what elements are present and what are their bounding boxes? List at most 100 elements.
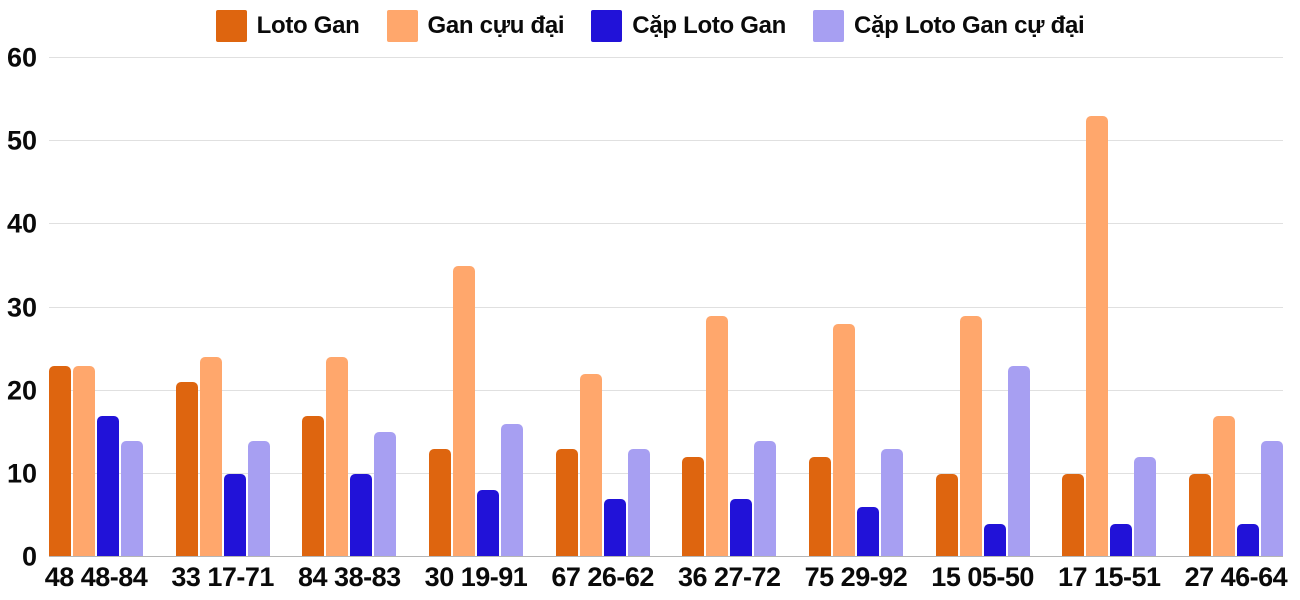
bar-gan-cuu-dai-27-46-64[interactable] [1212, 415, 1235, 557]
x-category-label-15-05-50: 15 05-50 [931, 562, 1034, 592]
gridline-y-30 [49, 306, 1283, 308]
bar-loto-gan-33-17-71[interactable] [175, 382, 198, 557]
bar-cap-loto-gan-cu-dai-67-26-62[interactable] [627, 448, 650, 557]
bar-group-67-26-62 [555, 58, 650, 557]
bar-group-17-15-51 [1062, 58, 1157, 557]
bar-gan-cuu-dai-48-48-84[interactable] [73, 365, 95, 557]
bar-gan-cuu-dai-36-27-72[interactable] [706, 315, 729, 557]
bar-groups [49, 58, 1283, 557]
bar-group-36-27-72 [682, 58, 777, 557]
x-label-slot: 48 48-84 [45, 562, 148, 597]
bar-cap-loto-gan-cu-dai-36-27-72[interactable] [754, 440, 777, 557]
bar-group-27-46-64 [1188, 58, 1283, 557]
bar-loto-gan-17-15-51[interactable] [1062, 473, 1085, 557]
x-category-label-84-38-83: 84 38-83 [298, 562, 401, 592]
y-axis: 0 10 20 30 40 50 60 [0, 44, 37, 570]
bar-gan-cuu-dai-67-26-62[interactable] [579, 374, 602, 557]
bar-cap-loto-gan-75-29-92[interactable] [856, 507, 879, 557]
bar-gan-cuu-dai-30-19-91[interactable] [452, 265, 475, 557]
x-label-slot: 75 29-92 [805, 562, 908, 597]
x-label-slot: 30 19-91 [425, 562, 528, 597]
bar-gan-cuu-dai-33-17-71[interactable] [199, 357, 222, 557]
bar-group-33-17-71 [175, 58, 270, 557]
y-tick-label-10: 10 [6, 458, 37, 489]
bar-cap-loto-gan-17-15-51[interactable] [1110, 523, 1133, 557]
bar-gan-cuu-dai-84-38-83[interactable] [326, 357, 349, 557]
bar-cap-loto-gan-84-38-83[interactable] [350, 473, 373, 557]
chart-legend: Loto Gan Gan cựu đại Cặp Loto Gan Cặp Loto … [0, 10, 1300, 42]
bar-gan-cuu-dai-75-29-92[interactable] [832, 324, 855, 557]
bar-loto-gan-30-19-91[interactable] [428, 448, 451, 557]
x-label-slot: 17 15-51 [1058, 562, 1161, 597]
x-label-slot: 33 17-71 [171, 562, 274, 597]
legend-swatch-loto-gan [215, 10, 247, 42]
legend-label: Cặp Loto Gan cự đại [854, 12, 1085, 39]
bar-loto-gan-27-46-64[interactable] [1188, 473, 1211, 557]
x-category-label-33-17-71: 33 17-71 [171, 562, 274, 592]
x-category-label-36-27-72: 36 27-72 [677, 562, 781, 592]
bar-cap-loto-gan-cu-dai-30-19-91[interactable] [500, 423, 523, 557]
bar-group-15-05-50 [935, 58, 1030, 557]
gridline-y-10 [49, 472, 1283, 474]
legend-swatch-cap-loto-gan-cu-dai [813, 10, 845, 42]
bar-cap-loto-gan-67-26-62[interactable] [603, 498, 626, 557]
bar-cap-loto-gan-cu-dai-75-29-92[interactable] [880, 448, 903, 557]
bar-cap-loto-gan-cu-dai-27-46-64[interactable] [1260, 440, 1283, 557]
bar-loto-gan-15-05-50[interactable] [935, 473, 958, 557]
legend-label: Loto Gan [256, 12, 360, 39]
bar-cap-loto-gan-cu-dai-15-05-50[interactable] [1007, 365, 1030, 557]
bar-loto-gan-36-27-72[interactable] [682, 457, 705, 557]
bar-group-75-29-92 [808, 58, 903, 557]
bar-loto-gan-67-26-62[interactable] [555, 448, 578, 557]
x-label-slot: 27 46-64 [1185, 562, 1288, 597]
bar-cap-loto-gan-cu-dai-84-38-83[interactable] [374, 432, 397, 557]
bar-loto-gan-48-48-84[interactable] [49, 365, 71, 557]
bar-cap-loto-gan-cu-dai-33-17-71[interactable] [247, 440, 270, 557]
bar-cap-loto-gan-cu-dai-17-15-51[interactable] [1134, 457, 1157, 557]
legend-label: Gan cựu đại [427, 12, 565, 39]
gridline-y-60 [49, 57, 1283, 58]
x-label-slot: 84 38-83 [298, 562, 401, 597]
bar-group-30-19-91 [428, 58, 523, 557]
bar-gan-cuu-dai-17-15-51[interactable] [1086, 116, 1109, 557]
x-label-slot: 67 26-62 [551, 562, 654, 597]
x-axis: 48 48-84 33 17-71 84 38-83 30 19-91 67 26-62… [45, 562, 1288, 597]
bar-cap-loto-gan-cu-dai-48-48-84[interactable] [121, 440, 143, 557]
x-category-label-48-48-84: 48 48-84 [44, 562, 148, 592]
legend-swatch-cap-loto-gan [591, 10, 623, 42]
bar-gan-cuu-dai-15-05-50[interactable] [959, 315, 982, 557]
legend-item-loto-gan[interactable]: Loto Gan [215, 10, 360, 42]
legend-item-cap-loto-gan-cu-dai[interactable]: Cặp Loto Gan cự đại [813, 10, 1085, 42]
bar-loto-gan-75-29-92[interactable] [808, 457, 831, 557]
gridline-y-40 [49, 223, 1283, 225]
y-tick-label-40: 40 [6, 208, 37, 239]
bar-cap-loto-gan-48-48-84[interactable] [97, 415, 119, 557]
bar-cap-loto-gan-36-27-72[interactable] [730, 498, 753, 557]
bar-cap-loto-gan-27-46-64[interactable] [1236, 523, 1259, 557]
x-category-label-30-19-91: 30 19-91 [424, 562, 528, 592]
x-category-label-27-46-64: 27 46-64 [1184, 562, 1288, 592]
bar-cap-loto-gan-15-05-50[interactable] [983, 523, 1006, 557]
y-tick-label-20: 20 [6, 375, 37, 406]
y-tick-label-50: 50 [6, 125, 37, 156]
legend-item-cap-loto-gan[interactable]: Cặp Loto Gan [591, 10, 786, 42]
legend-item-gan-cuu-dai[interactable]: Gan cựu đại [386, 10, 565, 42]
x-category-label-17-15-51: 17 15-51 [1057, 562, 1161, 592]
bar-loto-gan-84-38-83[interactable] [302, 415, 325, 557]
y-tick-label-30: 30 [6, 292, 37, 322]
legend-label: Cặp Loto Gan [632, 12, 787, 39]
x-category-label-67-26-62: 67 26-62 [551, 562, 654, 592]
gridline-y-20 [49, 389, 1283, 391]
x-label-slot: 36 27-72 [678, 562, 781, 597]
y-tick-label-60: 60 [6, 42, 37, 73]
x-category-label-75-29-92: 75 29-92 [804, 562, 908, 592]
bar-cap-loto-gan-33-17-71[interactable] [223, 473, 246, 557]
y-tick-label-0: 0 [21, 541, 37, 572]
bar-group-84-38-83 [302, 58, 397, 557]
x-axis-baseline [49, 556, 1283, 557]
bar-cap-loto-gan-30-19-91[interactable] [476, 490, 499, 557]
x-label-slot: 15 05-50 [931, 562, 1034, 597]
plot-area [49, 57, 1283, 557]
gridline-y-50 [49, 140, 1283, 142]
